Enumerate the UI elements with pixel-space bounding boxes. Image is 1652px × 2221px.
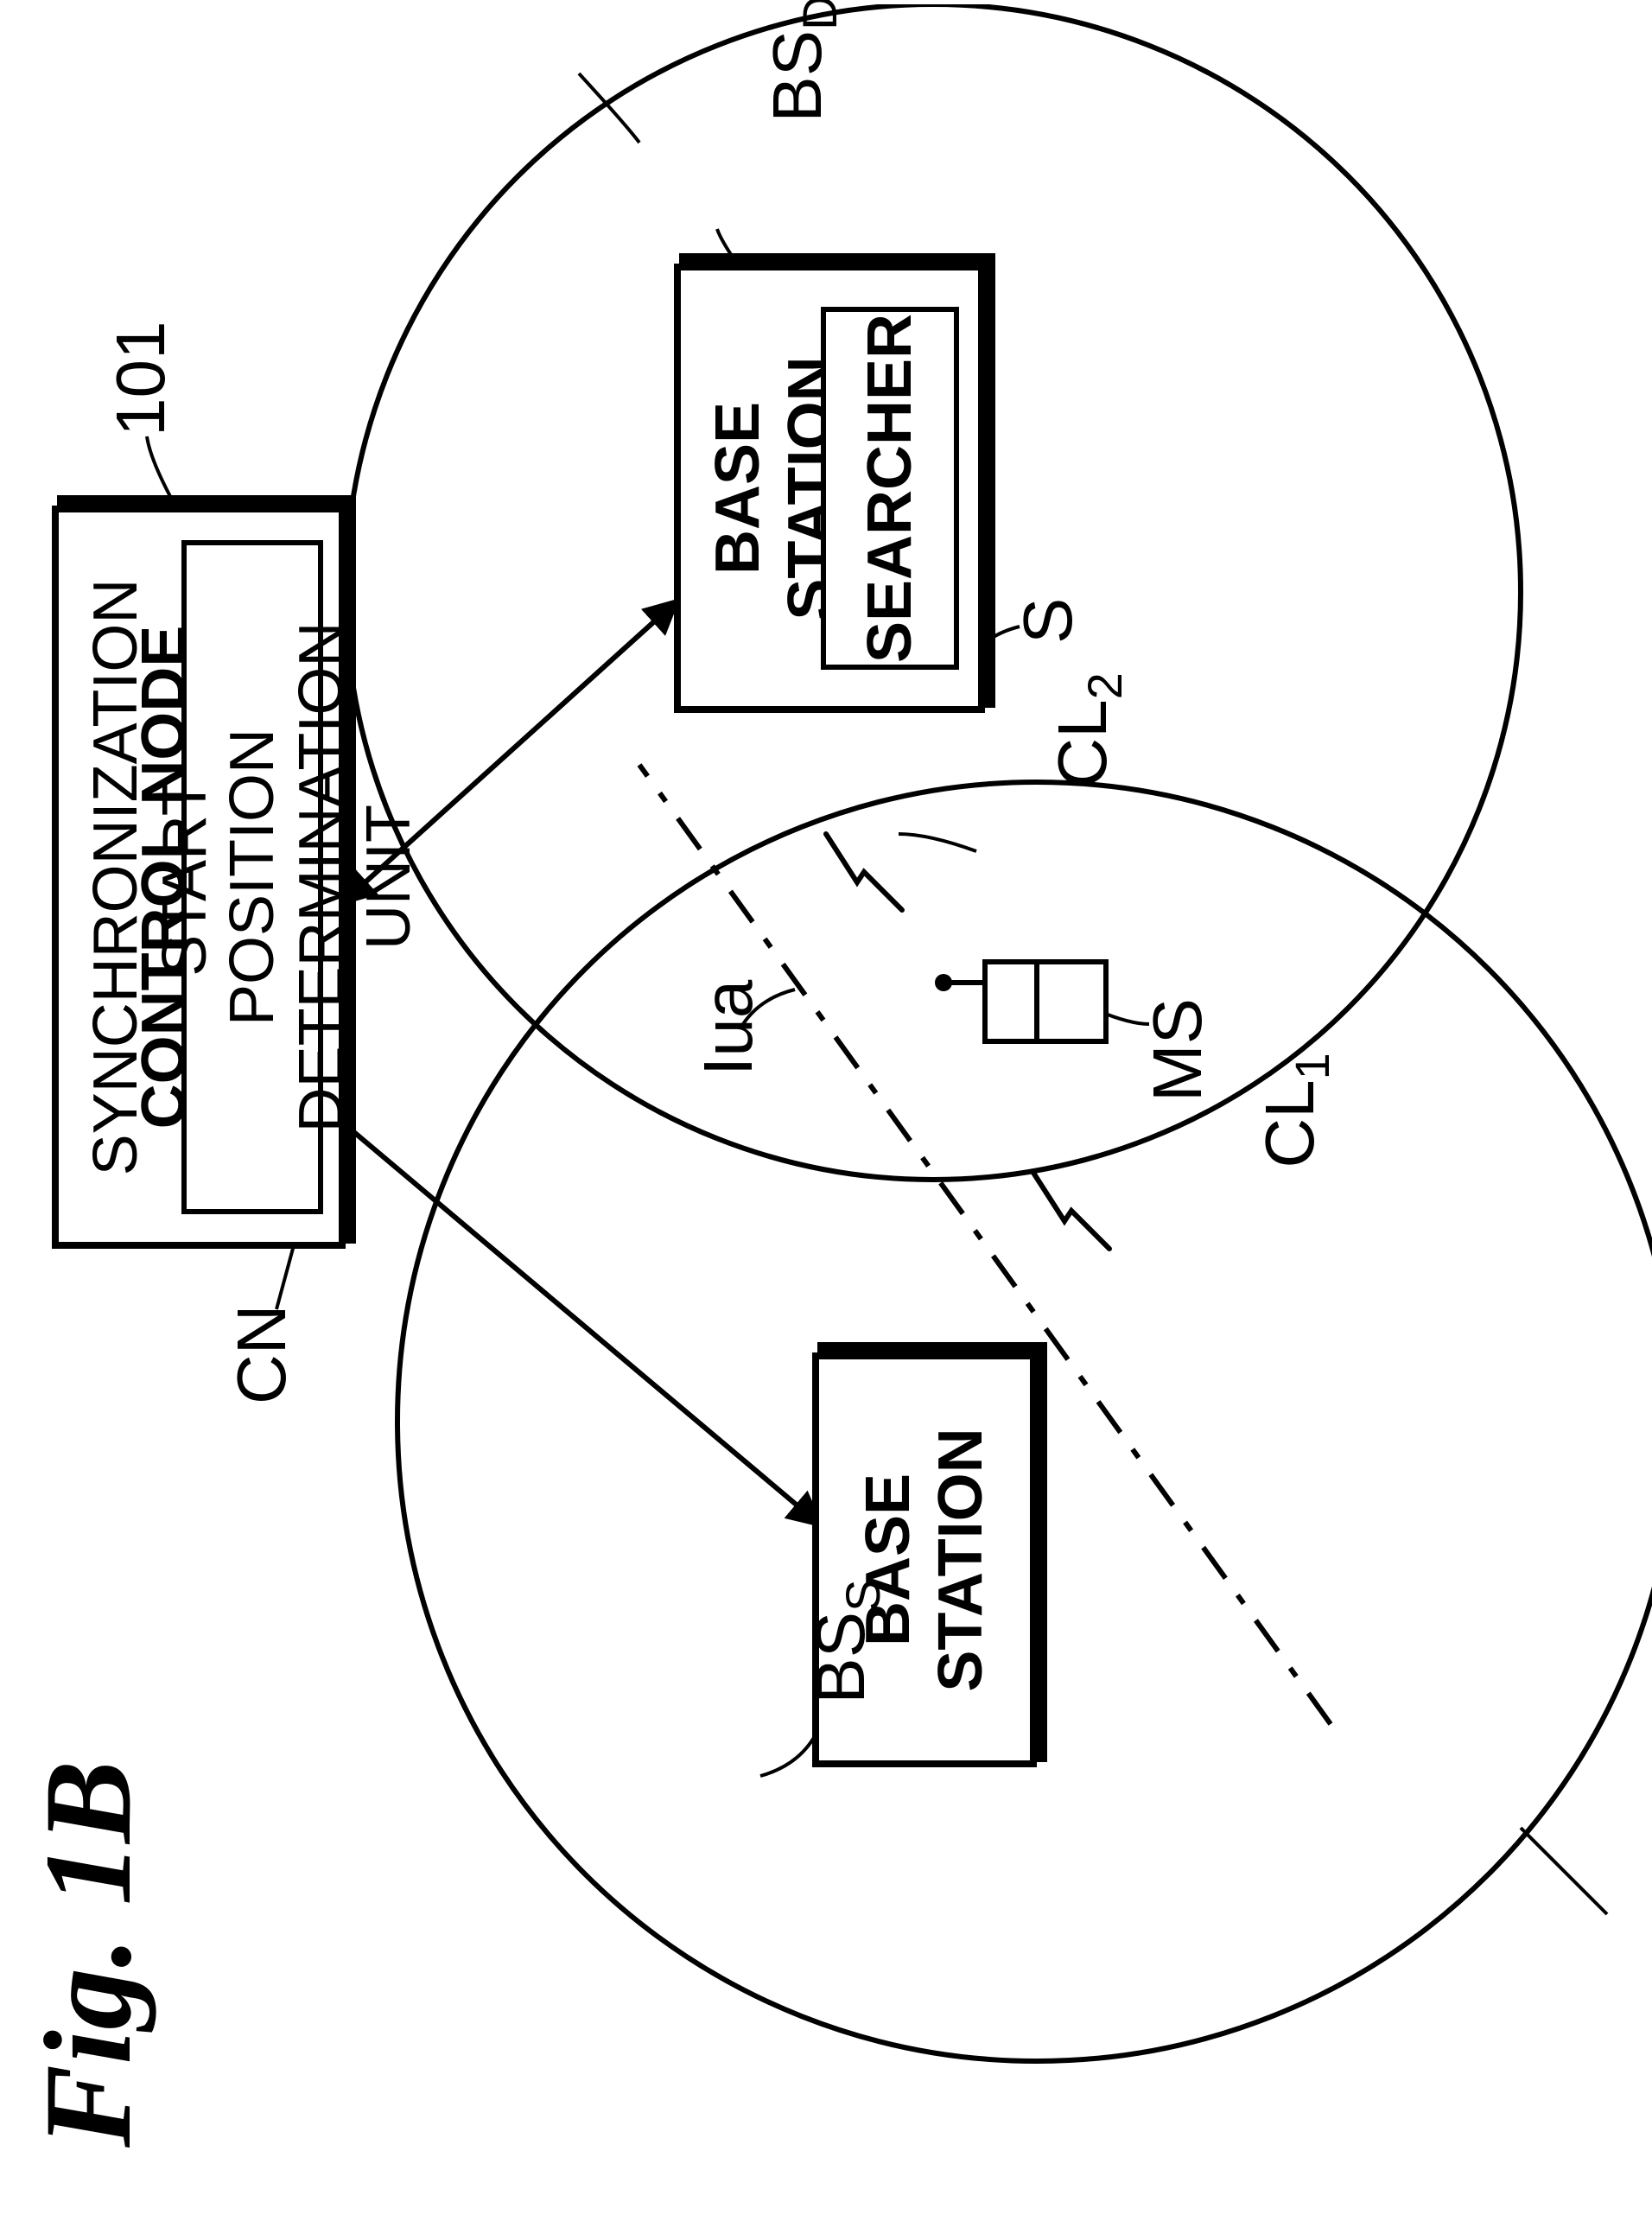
cell-c2-label: C2 — [536, 0, 779, 91]
figure-label: Fig. 1B — [17, 1760, 161, 2148]
lua-label: Iua — [691, 980, 769, 1076]
sync-unit-block: SYNCHRONIZATION START POSITION DETERMINA… — [181, 540, 323, 1214]
sync-unit-label: SYNCHRONIZATION START POSITION DETERMINA… — [81, 545, 423, 1209]
cl2-label: CL2 — [968, 672, 1211, 903]
cell-c1-label: C1 — [1590, 1766, 1652, 1957]
ref-101-label: 101 — [104, 321, 181, 437]
searcher-label: SEARCHER — [854, 314, 926, 663]
mobile-station-icon — [935, 962, 1106, 1041]
searcher-s-ref: S — [1011, 598, 1089, 644]
cn-ref-label: CN — [225, 1304, 302, 1404]
searcher-block: SEARCHER — [821, 307, 959, 670]
cl1-label: CL1 — [1175, 1053, 1419, 1283]
bs-source-ref: BSS — [726, 1580, 969, 1819]
